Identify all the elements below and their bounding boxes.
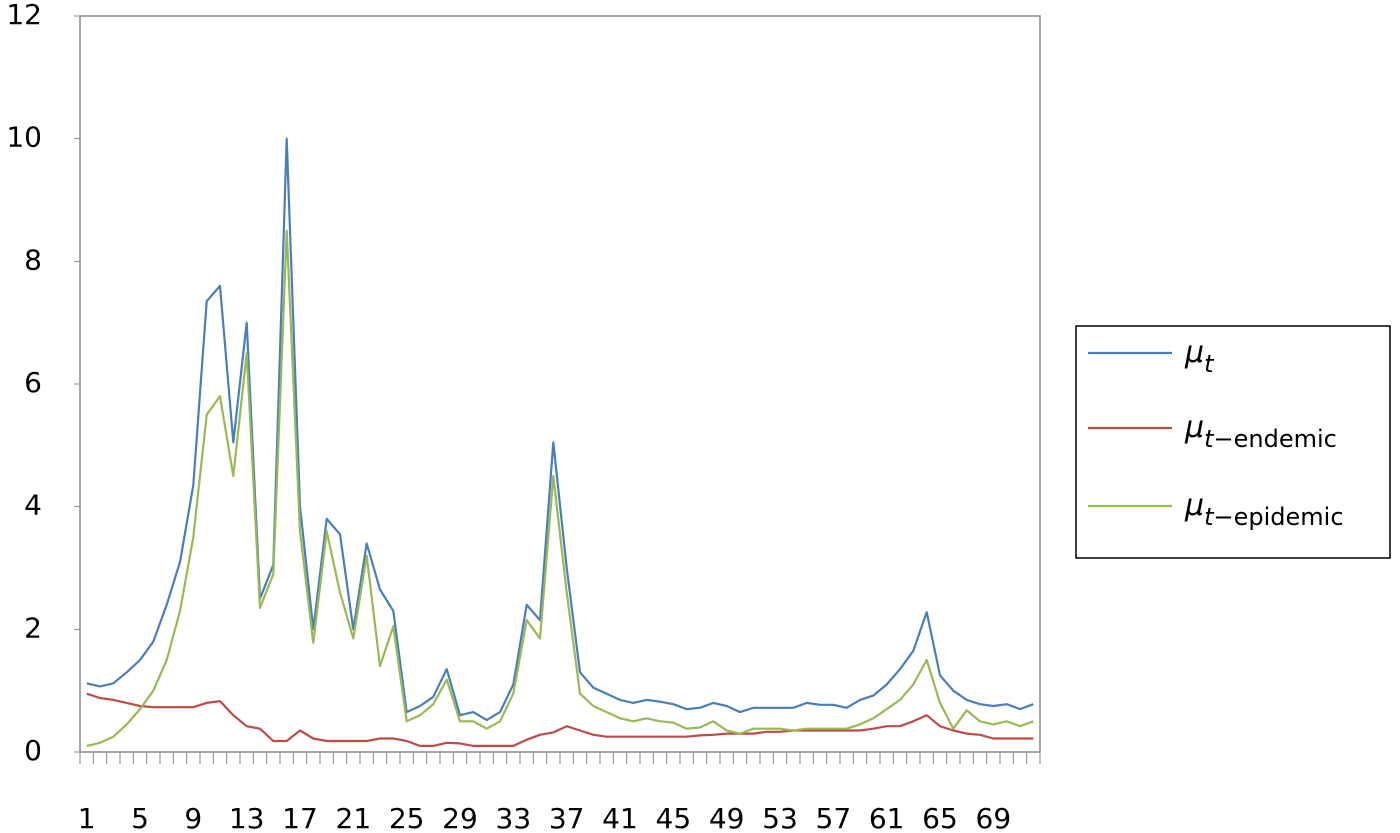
legend-label: μt — [1184, 335, 1215, 379]
x-tick-label: 69 — [976, 802, 1012, 833]
x-tick-label: 25 — [389, 802, 425, 833]
y-tick-label: 12 — [6, 0, 42, 31]
y-tick-label: 10 — [6, 121, 42, 154]
x-tick-label: 1 — [78, 802, 96, 833]
x-tick-label: 33 — [496, 802, 532, 833]
series-line — [86, 137, 1034, 722]
legend: μt μt−endemic μt−epidemic — [1088, 335, 1344, 532]
y-tick-label: 8 — [24, 243, 42, 276]
y-tick-label: 0 — [24, 734, 42, 767]
x-tick-label: 9 — [184, 802, 202, 833]
x-tick-label: 61 — [869, 802, 905, 833]
legend-box — [1075, 325, 1391, 559]
x-tick-label: 13 — [229, 802, 265, 833]
y-tick-label: 4 — [24, 489, 42, 522]
series-line — [86, 229, 1034, 747]
plot-frame — [79, 15, 1041, 753]
x-tick-label: 21 — [336, 802, 372, 833]
legend-label: μt−endemic — [1184, 410, 1337, 454]
series-line — [86, 692, 1034, 747]
x-tick-label: 57 — [816, 802, 852, 833]
x-tick-label: 65 — [922, 802, 958, 833]
x-tick-label: 53 — [762, 802, 798, 833]
y-tick-label: 2 — [24, 611, 42, 644]
x-tick-label: 17 — [282, 802, 318, 833]
x-tick-label: 37 — [549, 802, 585, 833]
x-tick-label: 5 — [131, 802, 149, 833]
x-tick-label: 41 — [602, 802, 638, 833]
x-tick-label: 49 — [709, 802, 745, 833]
legend-label: μt−epidemic — [1184, 488, 1344, 532]
x-tick-label: 29 — [442, 802, 478, 833]
x-tick-label: 45 — [656, 802, 692, 833]
y-tick-label: 6 — [24, 366, 42, 399]
